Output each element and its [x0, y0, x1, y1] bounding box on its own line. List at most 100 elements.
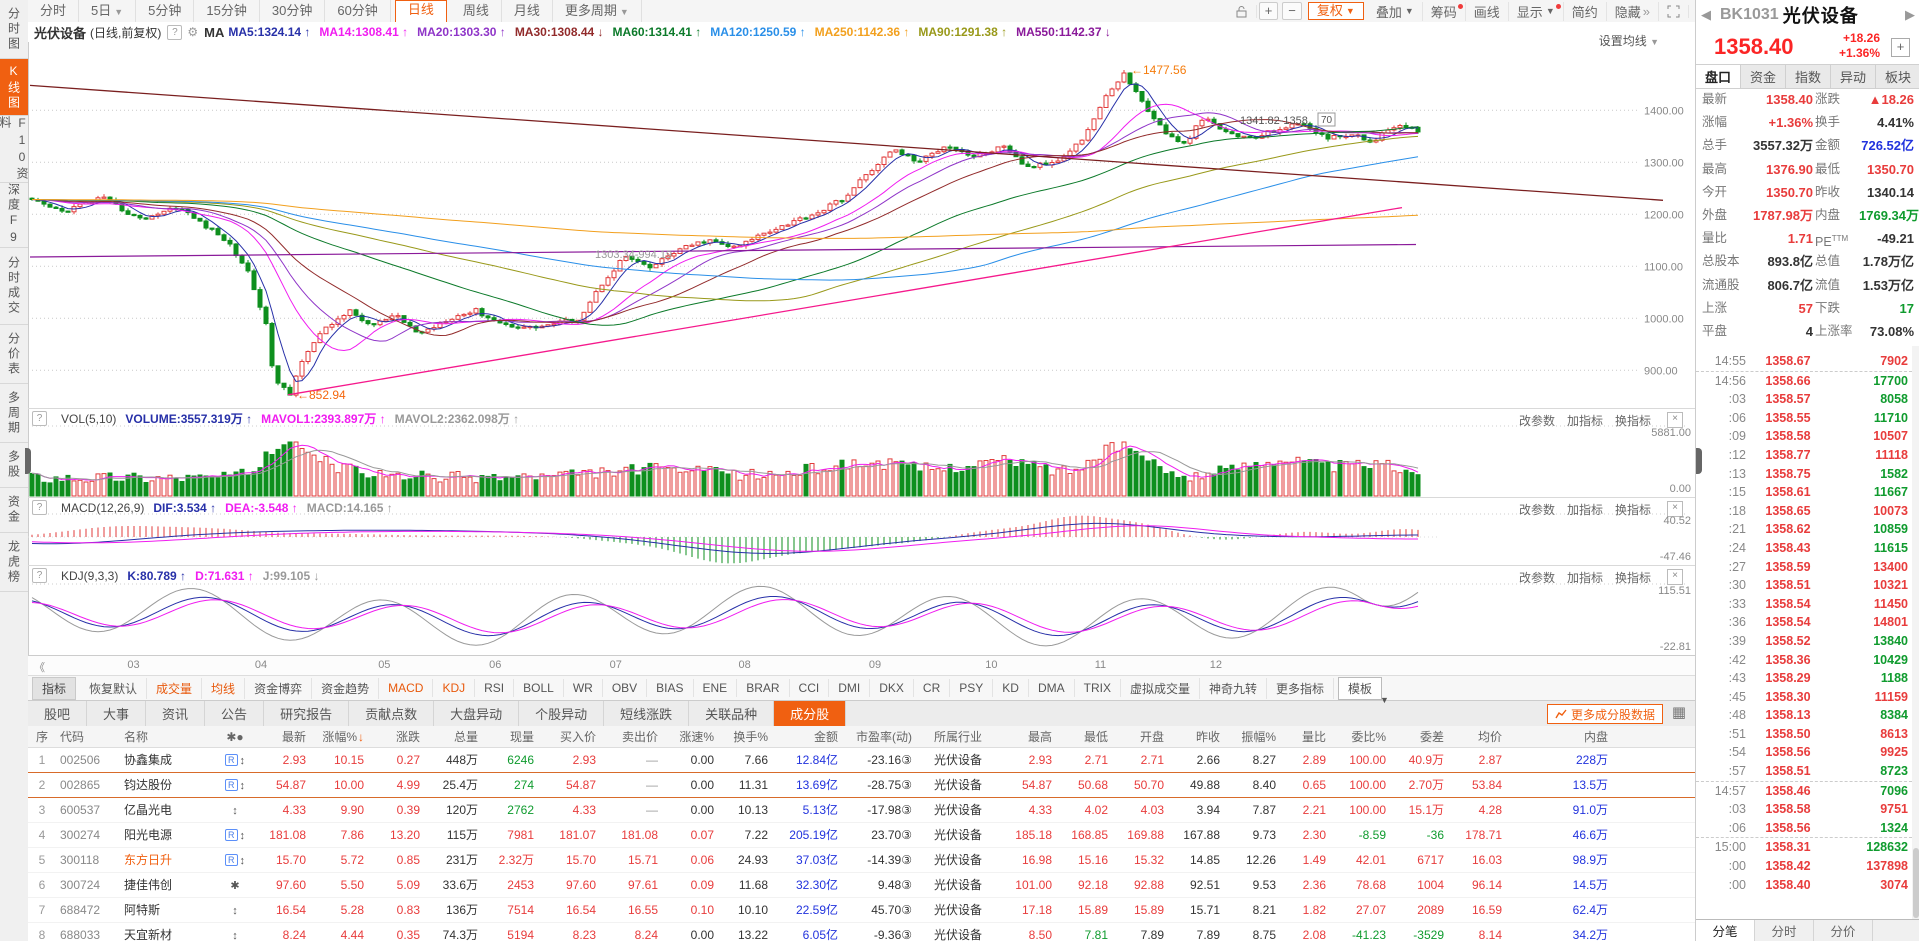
content-tab-研究报告[interactable]: 研究报告: [264, 701, 350, 726]
col-header-代码[interactable]: 代码: [60, 730, 85, 744]
col-header-名称[interactable]: 名称: [124, 730, 149, 744]
sidebar-collapse-handle[interactable]: [25, 448, 31, 474]
col-header-序[interactable]: 序: [35, 730, 48, 744]
col-header-委差[interactable]: 委差: [1419, 730, 1444, 744]
sidebar-item-1[interactable]: 分时图: [0, 0, 28, 59]
indicator-tab-PSY[interactable]: PSY: [950, 679, 994, 697]
tool-叠加[interactable]: 叠加 ▼: [1368, 1, 1423, 21]
tick-list[interactable]: 14:55 1358.67 7902 14:56 1358.66 17700:03 1358…: [1696, 346, 1912, 920]
period-月线[interactable]: 月线: [502, 0, 553, 23]
indicator-tab-OBV[interactable]: OBV: [603, 679, 648, 697]
content-tab-公告[interactable]: 公告: [205, 701, 265, 726]
indicator-tab-WR[interactable]: WR: [564, 679, 603, 697]
indicator-tab-CCI[interactable]: CCI: [790, 679, 830, 697]
indicator-tab-DMA[interactable]: DMA: [1029, 679, 1075, 697]
table-row-002865[interactable]: 2 002865 钧达股份 R ↕ 54.87 10.00 4.99 25.4万 274 54.87…: [28, 773, 1695, 798]
link-换指标[interactable]: 换指标: [1614, 503, 1651, 517]
help-icon[interactable]: ?: [32, 411, 47, 426]
col-header-金额[interactable]: 金额: [813, 730, 838, 744]
col-header-均价[interactable]: 均价: [1477, 730, 1502, 744]
kline-pane[interactable]: 1400.00 1300.00 1200.00 1100.00 1000.00 900.0…: [28, 42, 1695, 408]
col-header-现量[interactable]: 现量: [509, 730, 534, 744]
collapse-caret-icon[interactable]: ▼: [1380, 695, 1389, 705]
panel-collapse-handle[interactable]: [1696, 448, 1702, 474]
period-5日[interactable]: 5日 ▼: [79, 0, 137, 23]
help-icon[interactable]: ?: [32, 500, 47, 515]
col-header-量比[interactable]: 量比: [1301, 730, 1326, 744]
col-header-买入价[interactable]: 买入价: [559, 730, 596, 744]
tick-tab-分价[interactable]: 分价: [1814, 920, 1873, 941]
link-加指标[interactable]: 加指标: [1566, 571, 1603, 585]
tool-隐藏[interactable]: 隐藏»: [1607, 1, 1659, 21]
link-换指标[interactable]: 换指标: [1614, 414, 1651, 428]
link-改参数[interactable]: 改参数: [1518, 571, 1555, 585]
scroll-left-icon[interactable]: 《: [34, 662, 45, 674]
indicator-tab-DMI[interactable]: DMI: [829, 679, 871, 697]
sidebar-item-4[interactable]: 深度F9: [0, 183, 28, 248]
content-tab-成分股[interactable]: 成分股: [774, 701, 847, 726]
col-header-最高[interactable]: 最高: [1027, 730, 1052, 744]
indicator-tab-BOLL[interactable]: BOLL: [514, 679, 564, 697]
col-header-涨幅%[interactable]: 涨幅%↓: [322, 730, 364, 744]
sidebar-item-7[interactable]: 多周期: [0, 384, 28, 443]
col-header-开盘[interactable]: 开盘: [1139, 730, 1164, 744]
table-row-300118[interactable]: 5 300118 东方日升 R ↕ 15.70 5.72 0.85 231万 2.32万 15.70…: [28, 848, 1695, 873]
tick-scrollbar[interactable]: [1912, 346, 1919, 920]
period-分时[interactable]: 分时: [28, 0, 80, 23]
indicator-tab-均线[interactable]: 均线: [202, 677, 246, 699]
col-header-总量[interactable]: 总量: [453, 730, 478, 744]
prev-stock-icon[interactable]: ◀: [1701, 7, 1711, 22]
tool-简约[interactable]: 简约: [1564, 1, 1607, 21]
col-header-涨速%[interactable]: 涨速%: [679, 730, 714, 744]
indicator-tab-成交量[interactable]: 成交量: [147, 677, 203, 699]
content-tab-资讯[interactable]: 资讯: [146, 701, 206, 726]
content-tab-短线涨跌[interactable]: 短线涨跌: [604, 701, 690, 726]
indicator-tab-神奇九转[interactable]: 神奇九转: [1200, 677, 1267, 699]
period-5分钟[interactable]: 5分钟: [136, 0, 195, 23]
lock-icon[interactable]: [1227, 4, 1257, 18]
table-row-002506[interactable]: 1 002506 协鑫集成 R ↕ 2.93 10.15 0.27 448万 6246 2.93 — 0…: [28, 748, 1695, 773]
sidebar-item-6[interactable]: 分价表: [0, 325, 28, 384]
help-icon[interactable]: ?: [32, 568, 47, 583]
period-15分钟[interactable]: 15分钟: [194, 0, 260, 23]
sidebar-item-5[interactable]: 分时成交: [0, 248, 28, 325]
col-header-卖出价[interactable]: 卖出价: [621, 730, 658, 744]
volume-pane[interactable]: ? VOL(5,10) VOLUME:3557.319万 ↑ MAVOL1:2393.…: [28, 408, 1695, 497]
col-header-内盘[interactable]: 内盘: [1583, 730, 1608, 744]
col-header-所属行业[interactable]: 所属行业: [933, 730, 982, 744]
col-header-✱●[interactable]: ✱●: [226, 730, 244, 744]
close-icon[interactable]: ×: [1667, 501, 1683, 517]
table-row-688472[interactable]: 7 688472 阿特斯 ↕ 16.54 5.28 0.83 136万 7514 16.54 16.…: [28, 898, 1695, 923]
link-改参数[interactable]: 改参数: [1518, 414, 1555, 428]
link-换指标[interactable]: 换指标: [1614, 571, 1651, 585]
col-header-换手%[interactable]: 换手%: [733, 730, 768, 744]
kdj-pane[interactable]: ? KDJ(9,3,3) K:80.789 ↑ D:71.631 ↑ J:99.105 …: [28, 565, 1695, 655]
indicator-tab-DKX[interactable]: DKX: [870, 679, 914, 697]
indicator-tab-CR[interactable]: CR: [914, 679, 951, 697]
quote-tab-板块[interactable]: 板块: [1876, 65, 1919, 88]
period-日线[interactable]: 日线: [394, 0, 447, 23]
expand-icon[interactable]: [1659, 4, 1689, 18]
ma-settings-button[interactable]: 设置均线 ▼: [1598, 34, 1659, 48]
grid-view-icon[interactable]: ▦: [1671, 704, 1687, 721]
indicator-tab-虚拟成交量[interactable]: 虚拟成交量: [1121, 677, 1200, 699]
quote-tab-指数[interactable]: 指数: [1786, 65, 1831, 88]
table-row-600537[interactable]: 3 600537 亿晶光电 ↕ 4.33 9.90 0.39 120万 2762 4.33 — 0.0…: [28, 798, 1695, 823]
sidebar-item-3[interactable]: F10资料: [0, 116, 29, 183]
col-header-涨跌[interactable]: 涨跌: [395, 730, 420, 744]
gear-icon[interactable]: ⚙: [187, 25, 199, 39]
indicator-tab-资金博弈[interactable]: 资金博弈: [245, 677, 313, 699]
help-icon[interactable]: ?: [167, 24, 183, 40]
period-60分钟[interactable]: 60分钟: [325, 0, 391, 23]
table-row-300724[interactable]: 6 300724 捷佳伟创 ✱ 97.60 5.50 5.09 33.6万 2453 97.60 9…: [28, 873, 1695, 898]
indicator-tab-BRAR[interactable]: BRAR: [737, 679, 790, 697]
sidebar-item-2[interactable]: K线图: [0, 59, 28, 116]
tick-tab-分笔[interactable]: 分笔: [1696, 920, 1755, 941]
content-tab-大盘异动[interactable]: 大盘异动: [434, 701, 520, 726]
col-header-最低[interactable]: 最低: [1083, 730, 1108, 744]
col-header-昨收[interactable]: 昨收: [1195, 730, 1220, 744]
indicator-tab-TRIX[interactable]: TRIX: [1075, 679, 1121, 697]
quote-tab-盘口[interactable]: 盘口: [1696, 65, 1741, 88]
sidebar-item-8[interactable]: 多股: [0, 443, 28, 488]
link-改参数[interactable]: 改参数: [1518, 503, 1555, 517]
